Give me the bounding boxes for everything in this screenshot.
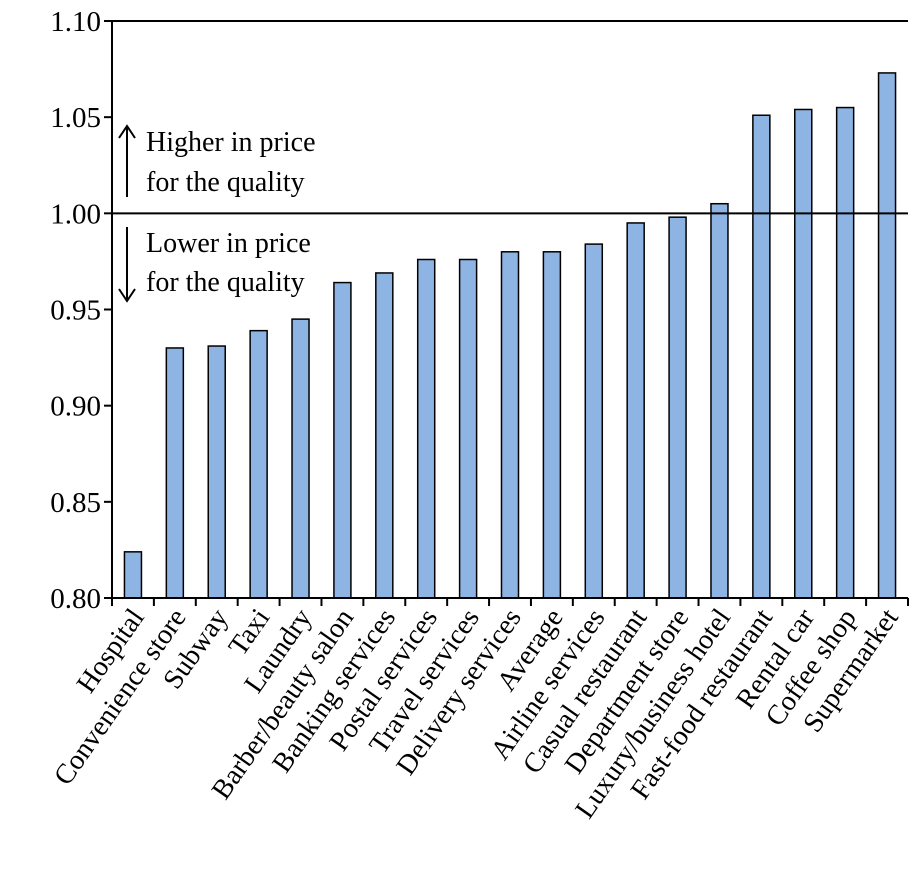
bar bbox=[500, 251, 520, 599]
y-tick-label: 1.05 bbox=[50, 102, 101, 134]
bar bbox=[542, 251, 562, 599]
annotation-lower: Lower in price for the quality bbox=[118, 227, 311, 303]
annotation-higher: Higher in price for the quality bbox=[118, 124, 316, 198]
y-tick-label: 0.95 bbox=[50, 295, 101, 327]
bar bbox=[458, 258, 478, 599]
bar bbox=[668, 216, 687, 599]
bar bbox=[416, 258, 436, 599]
annotation-higher-line2: for the quality bbox=[146, 167, 305, 198]
y-tick-label: 1.10 bbox=[50, 6, 101, 38]
bar bbox=[249, 329, 268, 599]
bar bbox=[835, 106, 855, 599]
bar bbox=[794, 108, 813, 599]
bar bbox=[626, 222, 645, 599]
bar bbox=[375, 272, 394, 599]
bar bbox=[207, 345, 226, 599]
bar bbox=[165, 347, 185, 599]
y-tick-label: 0.85 bbox=[50, 487, 101, 519]
bar bbox=[710, 202, 729, 599]
bar bbox=[123, 551, 143, 599]
bar bbox=[584, 243, 604, 599]
bar bbox=[291, 318, 310, 599]
annotation-higher-line1: Higher in price bbox=[146, 127, 316, 158]
bar bbox=[752, 114, 771, 599]
y-tick-label: 0.80 bbox=[50, 583, 101, 615]
y-tick-label: 0.90 bbox=[50, 391, 101, 423]
down-arrow-head-icon bbox=[118, 288, 136, 303]
bar bbox=[877, 72, 897, 599]
y-tick-label: 1.00 bbox=[50, 198, 101, 230]
up-arrow-head-icon bbox=[118, 124, 136, 139]
bar bbox=[333, 281, 352, 599]
y-axis: 0.80 0.85 0.90 0.95 1.00 1.05 1.10 bbox=[50, 6, 908, 615]
annotation-lower-line1: Lower in price bbox=[146, 228, 311, 259]
annotation-lower-line2: for the quality bbox=[146, 267, 305, 298]
